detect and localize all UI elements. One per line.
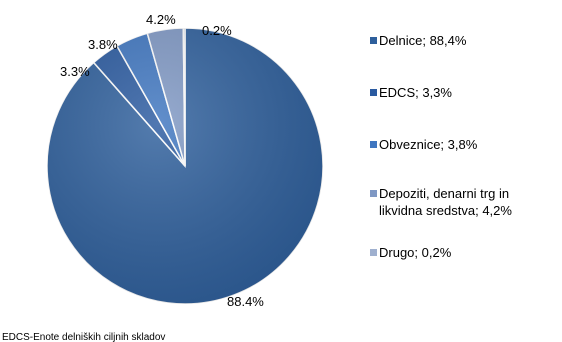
legend-swatch-depoziti xyxy=(370,190,377,197)
slice-label-depoziti: 4.2% xyxy=(146,12,176,27)
legend: Delnice; 88,4% EDCS; 3,3% Obveznice; 3,8… xyxy=(370,33,512,260)
legend-item-delnice: Delnice; 88,4% xyxy=(370,33,467,48)
legend-swatch-edcs xyxy=(370,89,377,96)
footnote: EDCS-Enote delniških ciljnih skladov xyxy=(2,332,165,342)
legend-item-depoziti: Depoziti, denarni trg in likvidna sredst… xyxy=(370,186,512,218)
legend-item-obveznice: Obveznice; 3,8% xyxy=(370,137,478,152)
slice-label-obveznice: 3.8% xyxy=(88,37,118,52)
legend-label-depoziti-line2: likvidna sredstva; 4,2% xyxy=(379,203,512,218)
slice-label-edcs: 3.3% xyxy=(60,64,90,79)
legend-item-edcs: EDCS; 3,3% xyxy=(370,85,452,100)
legend-swatch-obveznice xyxy=(370,141,377,148)
legend-label-delnice: Delnice; 88,4% xyxy=(379,33,467,48)
legend-label-obveznice: Obveznice; 3,8% xyxy=(379,137,478,152)
legend-label-edcs: EDCS; 3,3% xyxy=(379,85,452,100)
legend-swatch-drugo xyxy=(370,249,377,256)
slice-labels: 88.4% 3.3% 3.8% 4.2% 0.2% xyxy=(60,12,264,309)
legend-item-drugo: Drugo; 0,2% xyxy=(370,245,452,260)
legend-label-depoziti-line1: Depoziti, denarni trg in xyxy=(379,186,509,201)
legend-label-drugo: Drugo; 0,2% xyxy=(379,245,452,260)
slice-label-delnice: 88.4% xyxy=(227,294,264,309)
legend-swatch-delnice xyxy=(370,37,377,44)
slice-label-drugo: 0.2% xyxy=(202,23,232,38)
